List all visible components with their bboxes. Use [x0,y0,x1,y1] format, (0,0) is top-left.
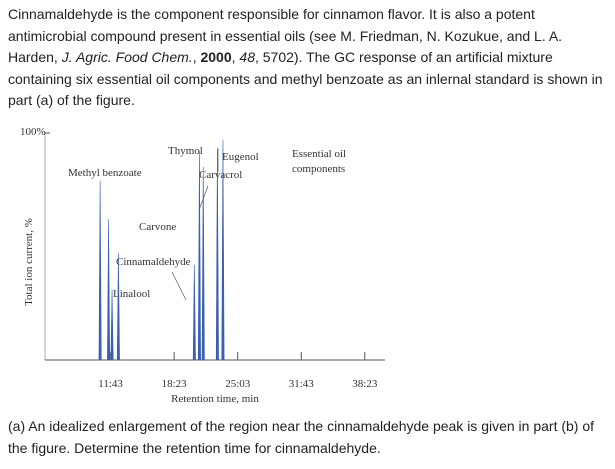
peak-label: Thymol [168,145,203,157]
y-tick-label: 100% [20,126,46,138]
connector [171,271,187,301]
x-tick-label: 11:43 [98,378,123,390]
peak [192,264,196,361]
peak-label: Essential oil [292,148,346,160]
peak-label: Carvone [139,221,176,233]
text: , 5702). The GC response of an artificia… [8,49,603,108]
peak [221,139,225,361]
peak [215,148,219,361]
peak [110,289,114,361]
text: Cinnamaldehyde is the component responsi… [8,6,563,65]
x-tick-label: 38:23 [352,378,378,390]
peak-label: Methyl benzoate [68,167,142,179]
y-axis-title: Total ion current, % [23,218,35,306]
x-axis-title: Retention time, min [171,393,259,405]
text: , [231,49,240,65]
peak-label: components [292,163,345,175]
text: , [192,49,201,65]
peak [197,151,201,361]
x-tick-label: 18:23 [162,378,188,390]
peak-label: Carvacrol [199,169,242,181]
x-tick-label: 31:43 [289,378,315,390]
peak [107,219,111,361]
peak-label: Eugenol [222,151,259,163]
volume: 48 [239,49,255,65]
intro-paragraph: Cinnamaldehyde is the component responsi… [8,4,610,112]
chromatogram: Total ion current, % Retention time, min… [20,126,385,405]
x-tick-label: 25:03 [225,378,251,390]
question-paragraph: (a) An idealized enlargement of the regi… [8,418,595,456]
peak-label: Cinnamaldehyde [116,256,191,268]
peak [98,180,102,361]
peak [201,167,205,361]
peak [116,253,120,361]
journal: J. Agric. Food Chem. [61,49,193,65]
peak-label: Linalool [113,288,150,300]
year: 2000 [200,49,232,65]
